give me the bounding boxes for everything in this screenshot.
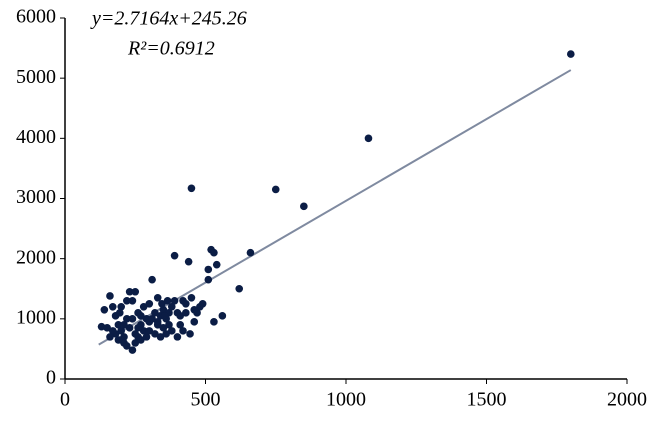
point xyxy=(187,184,196,193)
point xyxy=(106,333,114,341)
point xyxy=(204,265,213,274)
point xyxy=(128,315,137,323)
point xyxy=(167,327,176,335)
point xyxy=(123,315,131,323)
point xyxy=(190,306,199,314)
point xyxy=(151,330,159,338)
point xyxy=(210,248,218,257)
point xyxy=(159,324,168,332)
point xyxy=(212,260,221,269)
point xyxy=(131,339,140,347)
x-tick-label: 1000 xyxy=(326,389,366,411)
point xyxy=(162,330,170,338)
point xyxy=(198,299,207,308)
y-tick-label: 4000 xyxy=(16,126,56,148)
point xyxy=(160,312,169,320)
x-tick-label: 0 xyxy=(60,389,70,411)
point xyxy=(153,321,162,329)
x-tick-label: 1500 xyxy=(467,389,507,411)
point xyxy=(246,248,255,257)
point xyxy=(271,185,280,194)
point xyxy=(134,324,142,332)
point xyxy=(176,321,185,329)
point xyxy=(182,309,190,317)
point xyxy=(235,284,244,293)
point xyxy=(159,306,168,314)
point xyxy=(128,296,137,305)
point xyxy=(137,336,145,344)
point xyxy=(170,296,179,305)
point xyxy=(100,306,109,314)
y-tick-label: 2000 xyxy=(16,246,56,268)
point xyxy=(114,321,123,329)
point xyxy=(128,346,137,354)
point xyxy=(108,327,117,335)
point xyxy=(163,296,172,305)
y-tick-label: 5000 xyxy=(16,66,56,88)
point xyxy=(186,330,194,338)
x-tick-label: 2000 xyxy=(607,389,647,411)
x-tick-label: 500 xyxy=(191,389,221,411)
point xyxy=(131,330,140,338)
point xyxy=(106,292,114,300)
point xyxy=(148,275,156,284)
point xyxy=(115,309,124,317)
point xyxy=(142,333,151,341)
point xyxy=(184,257,193,266)
point xyxy=(173,333,182,341)
y-tick-label: 0 xyxy=(46,367,56,389)
point xyxy=(117,327,125,335)
point xyxy=(123,296,131,305)
y-tick-label: 3000 xyxy=(16,186,56,208)
point xyxy=(170,251,179,260)
point xyxy=(125,287,134,296)
point xyxy=(300,202,308,211)
point xyxy=(158,299,166,308)
point xyxy=(145,299,154,308)
point xyxy=(190,318,199,326)
point xyxy=(123,342,131,350)
point xyxy=(108,303,117,311)
point xyxy=(117,303,125,311)
y-tick-label: 1000 xyxy=(16,306,56,328)
point xyxy=(364,134,373,143)
point xyxy=(145,327,154,335)
point xyxy=(567,50,575,58)
y-tick-label: 6000 xyxy=(16,6,56,28)
point xyxy=(153,293,162,302)
point xyxy=(151,309,159,317)
equation: y=2.7164x+245.26 xyxy=(90,8,247,30)
point xyxy=(179,327,187,335)
point xyxy=(156,333,165,341)
point xyxy=(125,324,134,332)
point xyxy=(165,321,173,329)
point xyxy=(218,312,227,320)
point xyxy=(176,312,185,320)
point xyxy=(131,287,140,296)
point xyxy=(167,303,176,311)
point xyxy=(187,293,196,302)
point xyxy=(139,303,148,311)
r-squared: R²=0.6912 xyxy=(127,38,215,60)
point xyxy=(120,321,128,329)
point xyxy=(114,336,123,344)
point xyxy=(148,315,156,323)
point xyxy=(204,275,213,284)
point xyxy=(137,312,145,320)
point xyxy=(182,299,190,308)
point xyxy=(103,324,111,332)
point xyxy=(210,318,218,326)
point xyxy=(139,327,148,335)
